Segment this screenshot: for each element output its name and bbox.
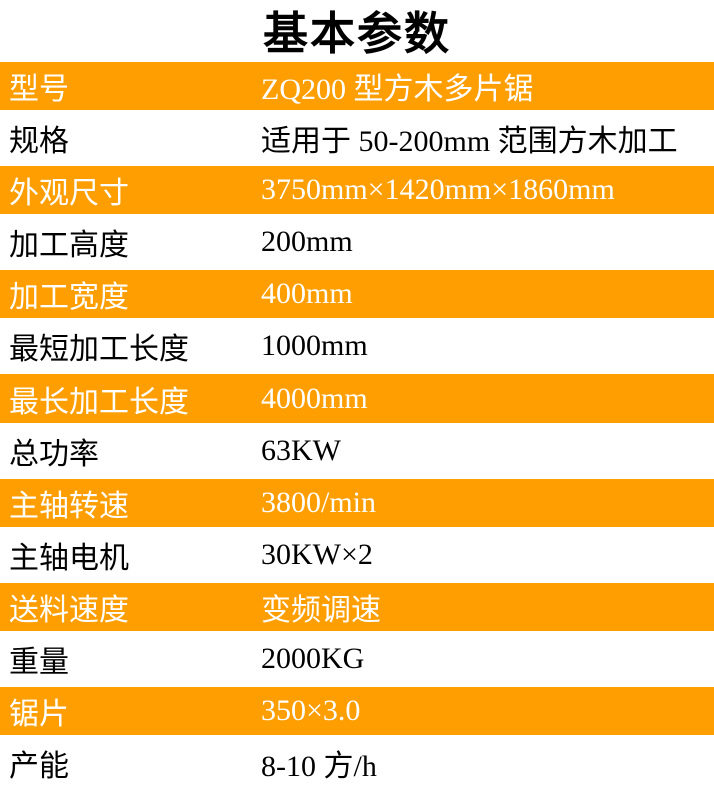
param-value: 2000KG <box>261 641 365 675</box>
param-value: 3800/min <box>261 485 377 519</box>
param-label: 加工高度 <box>9 229 129 263</box>
param-label: 主轴转速 <box>9 489 129 523</box>
param-value: 30KW×2 <box>261 537 373 571</box>
table-row: 最短加工长度 1000mm <box>0 322 714 371</box>
param-value: 适用于 50-200mm 范围方木加工 <box>261 125 678 159</box>
param-label: 送料速度 <box>9 593 129 627</box>
table-row: 主轴电机 30KW×2 <box>0 530 714 579</box>
page-title: 基本参数 <box>262 8 451 59</box>
table-row: 加工宽度 400mm <box>0 266 714 323</box>
param-label: 总功率 <box>9 437 99 471</box>
param-value: 1000mm <box>261 329 368 363</box>
table-row: 型号 ZQ200 型方木多片锯 <box>0 58 714 115</box>
table-row: 主轴转速 3800/min <box>0 474 714 531</box>
table-row: 产能 8-10 方/h <box>0 739 714 787</box>
table-row: 送料速度 变频调速 <box>0 578 714 635</box>
param-value: 350×3.0 <box>261 693 361 727</box>
param-value: 4000mm <box>261 381 368 415</box>
param-label: 型号 <box>9 73 69 107</box>
param-label: 主轴电机 <box>9 541 129 575</box>
param-label: 重量 <box>9 645 69 679</box>
table-row: 最长加工长度 4000mm <box>0 370 714 427</box>
table-row: 规格 适用于 50-200mm 范围方木加工 <box>0 114 714 163</box>
param-label: 最长加工长度 <box>9 385 189 419</box>
param-value: 变频调速 <box>261 593 381 627</box>
param-label: 外观尺寸 <box>9 177 129 211</box>
param-value: ZQ200 型方木多片锯 <box>261 73 534 107</box>
param-value: 200mm <box>261 225 353 259</box>
param-value: 63KW <box>261 433 341 467</box>
param-label: 最短加工长度 <box>9 333 189 367</box>
table-row: 锯片 350×3.0 <box>0 682 714 740</box>
param-label: 锯片 <box>9 697 69 731</box>
param-value: 400mm <box>261 277 353 311</box>
param-label: 规格 <box>9 125 69 159</box>
parameter-table: 型号 ZQ200 型方木多片锯 规格 适用于 50-200mm 范围方木加工 外… <box>0 58 714 787</box>
param-value: 8-10 方/h <box>261 750 377 784</box>
table-row: 加工高度 200mm <box>0 218 714 267</box>
table-row: 重量 2000KG <box>0 634 714 683</box>
table-row: 外观尺寸 3750mm×1420mm×1860mm <box>0 162 714 219</box>
param-label: 产能 <box>9 750 69 784</box>
table-row: 总功率 63KW <box>0 426 714 475</box>
param-label: 加工宽度 <box>9 281 129 315</box>
param-value: 3750mm×1420mm×1860mm <box>261 173 615 207</box>
